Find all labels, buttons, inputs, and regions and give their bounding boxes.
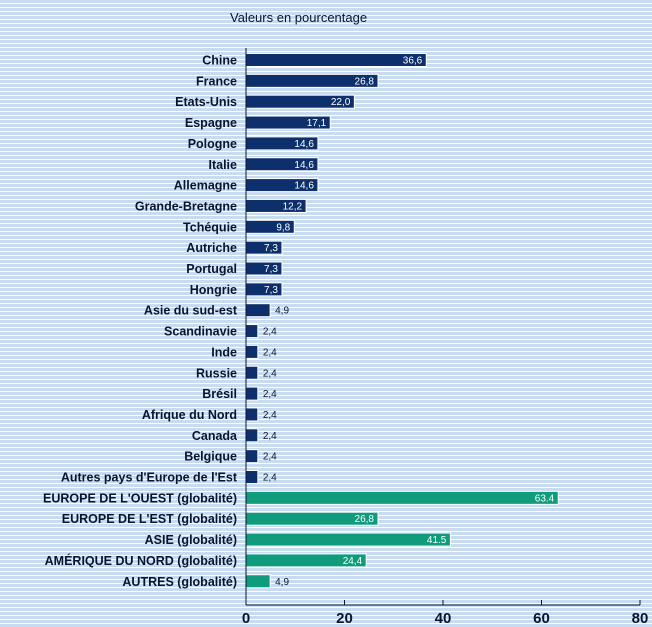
value-label: 14,6 <box>294 139 314 150</box>
value-label: 17,1 <box>307 118 327 129</box>
x-tick-label: 20 <box>336 610 353 627</box>
value-label: 2,4 <box>263 473 277 484</box>
category-label: Belgique <box>184 450 237 464</box>
x-tick-label: 40 <box>435 610 452 627</box>
category-label: Hongrie <box>190 283 237 297</box>
category-label: Etats-Unis <box>175 95 237 109</box>
category-label: Grande-Bretagne <box>135 199 237 213</box>
category-label: AMÉRIQUE DU NORD (globalité) <box>45 553 237 568</box>
category-label: EUROPE DE L'OUEST (globalité) <box>43 491 237 505</box>
value-label: 2,4 <box>263 327 277 338</box>
x-tick-label: 60 <box>533 610 550 627</box>
chart-subtitle: Valeurs en pourcentage <box>230 10 367 25</box>
x-tick-label: 80 <box>632 610 649 627</box>
value-label: 2,4 <box>263 347 277 358</box>
category-label: Chine <box>202 54 237 68</box>
bar <box>245 365 259 380</box>
bar <box>245 344 259 359</box>
category-label: Autriche <box>186 241 237 255</box>
bar <box>245 386 259 401</box>
value-label: 2,4 <box>263 431 277 442</box>
category-label: Afrique du Nord <box>142 408 237 422</box>
category-label: France <box>196 74 237 88</box>
bar <box>245 449 259 464</box>
value-label: 63.4 <box>535 493 555 504</box>
value-label: 14,6 <box>294 160 314 171</box>
bar <box>245 532 451 547</box>
value-label: 4,9 <box>275 306 289 317</box>
category-label: Espagne <box>185 116 237 130</box>
value-label: 41.5 <box>427 535 447 546</box>
bar <box>245 470 259 484</box>
value-label: 22,0 <box>331 97 351 108</box>
value-label: 7,3 <box>264 264 278 275</box>
category-label: EUROPE DE L'EST (globalité) <box>62 512 237 526</box>
value-label: 26,8 <box>355 514 375 525</box>
value-label: 7,3 <box>264 285 278 296</box>
category-label: Canada <box>192 429 238 443</box>
value-label: 14,6 <box>294 181 314 192</box>
category-label: Italie <box>209 158 238 172</box>
bar <box>245 303 271 318</box>
value-label: 2,4 <box>263 452 277 463</box>
bar <box>245 574 271 589</box>
value-label: 12,2 <box>283 201 303 212</box>
value-label: 9,8 <box>276 222 290 233</box>
category-label: Tchéquie <box>183 220 237 234</box>
value-label: 36,6 <box>403 56 423 67</box>
x-axis: 0 20 40 60 80 <box>242 48 649 627</box>
category-label: ASIE (globalité) <box>145 533 237 547</box>
category-label: AUTRES (globalité) <box>122 575 237 589</box>
value-label: 26,8 <box>355 76 375 87</box>
value-label: 2,4 <box>263 410 277 421</box>
bars-layer: Chine 36,6 France 26,8 Etats-Unis 22,0 Espagne… <box>43 53 559 589</box>
value-label: 7,3 <box>264 243 278 254</box>
value-label: 2,4 <box>263 389 277 400</box>
category-label: Asie du sud-est <box>144 304 238 318</box>
category-label: Portugal <box>186 262 237 276</box>
x-tick-label: 0 <box>242 610 250 627</box>
category-label: Russie <box>196 366 237 380</box>
value-label: 4,9 <box>275 577 289 588</box>
category-label: Scandinavie <box>164 325 237 339</box>
category-label: Inde <box>211 345 237 359</box>
bar <box>245 428 259 443</box>
bar <box>245 490 559 505</box>
value-label: 2,4 <box>263 368 277 379</box>
category-label: Brésil <box>202 387 237 401</box>
bar <box>245 324 259 339</box>
category-label: Pologne <box>188 137 237 151</box>
category-label: Allemagne <box>174 179 237 193</box>
value-label: 24,4 <box>343 556 363 567</box>
bar <box>245 53 427 67</box>
category-label: Autres pays d'Europe de l'Est <box>61 471 238 485</box>
bar <box>245 407 259 422</box>
